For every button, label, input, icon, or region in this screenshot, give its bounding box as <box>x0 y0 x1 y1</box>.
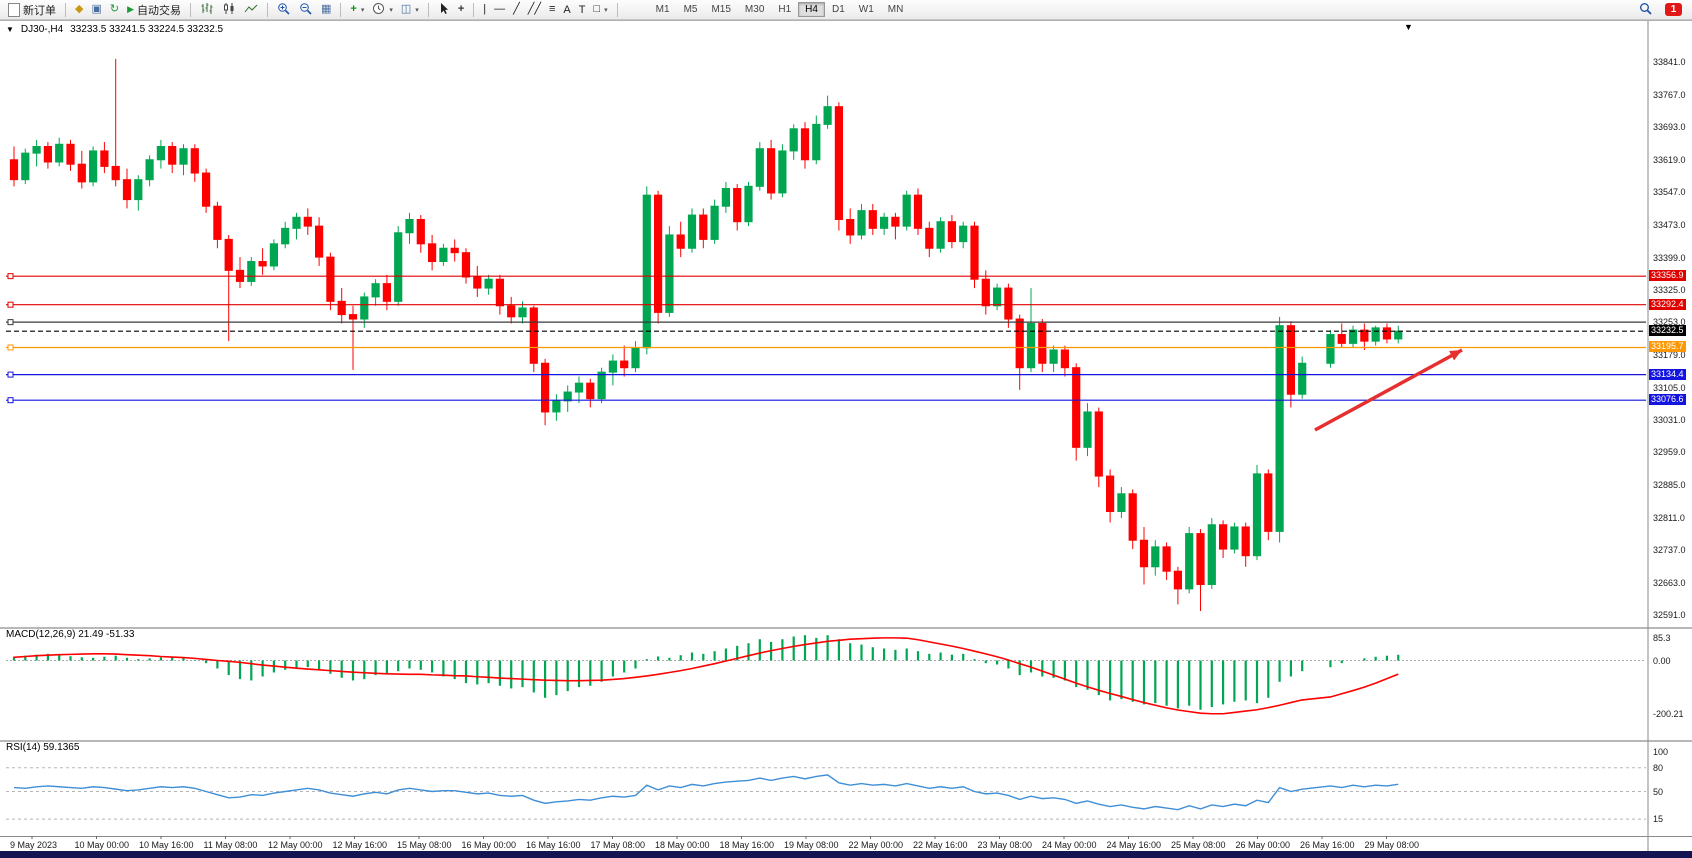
timeframe-button-m5[interactable]: M5 <box>677 2 705 17</box>
auto-trading-button[interactable]: ▶ 自动交易 <box>123 1 185 19</box>
channel-icon: ╱╱ <box>527 3 541 15</box>
new-chart-button[interactable]: ▣ <box>87 1 105 19</box>
timeframe-button-w1[interactable]: W1 <box>852 2 881 17</box>
symbol-period-label: DJ30-,H4 <box>20 24 64 35</box>
horizontal-line-icon: — <box>494 3 506 15</box>
shapes-button[interactable]: □ ▾ <box>589 1 611 19</box>
main-chart-area[interactable] <box>0 21 1648 627</box>
chevron-down-icon: ▾ <box>389 6 393 14</box>
ohlc-values: 33233.5 33241.5 33224.5 33232.5 <box>70 24 224 35</box>
periods-button[interactable]: ▾ <box>368 1 397 19</box>
search-button[interactable] <box>1635 1 1657 19</box>
toolbar-separator <box>65 2 66 17</box>
timeframe-button-h1[interactable]: H1 <box>771 2 798 17</box>
new-order-button[interactable]: 新订单 <box>4 1 60 19</box>
timeframe-button-m30[interactable]: M30 <box>738 2 771 17</box>
bar-chart-button[interactable] <box>196 1 218 19</box>
market-watch-button[interactable]: ◆ <box>71 1 87 19</box>
timeframe-button-m1[interactable]: M1 <box>649 2 677 17</box>
trendline-icon: ╱ <box>513 3 520 15</box>
horizontal-line-button[interactable]: — <box>490 1 509 19</box>
crosshair-button[interactable]: + <box>454 1 468 19</box>
equidistant-channel-button[interactable]: ╱╱ <box>524 1 545 19</box>
indicators-button[interactable]: + ▾ <box>346 1 368 19</box>
toolbar-separator <box>340 2 342 17</box>
new-order-label: 新订单 <box>23 4 56 17</box>
vertical-line-button[interactable]: | <box>479 1 490 19</box>
toolbar-separator <box>427 2 429 17</box>
scroll-to-end-marker[interactable]: ▼ <box>1404 22 1413 32</box>
candlestick-chart-button[interactable] <box>218 1 240 19</box>
line-chart-icon <box>244 2 258 18</box>
candlestick-chart-icon <box>222 2 236 18</box>
text-tool-label: A <box>563 3 571 16</box>
cursor-icon <box>438 2 450 18</box>
refresh-icon: ↻ <box>109 3 120 15</box>
zoom-out-button[interactable] <box>295 1 317 19</box>
tile-windows-button[interactable]: ▦ <box>317 1 335 19</box>
fibonacci-button[interactable]: ≡ <box>545 1 559 19</box>
zoom-in-icon <box>277 2 291 18</box>
tile-windows-icon: ▦ <box>321 3 332 15</box>
new-order-icon <box>8 2 20 17</box>
chevron-down-icon: ▾ <box>415 6 419 14</box>
rsi-panel[interactable] <box>0 742 1648 836</box>
zoom-out-icon <box>299 2 313 18</box>
price-axis[interactable] <box>1648 21 1692 851</box>
shapes-icon: □ <box>593 3 601 15</box>
play-icon: ▶ <box>127 4 135 14</box>
timeframe-button-m15[interactable]: M15 <box>704 2 737 17</box>
line-chart-button[interactable] <box>240 1 262 19</box>
chevron-down-icon: ▾ <box>604 6 608 14</box>
text-label-button[interactable]: T <box>575 1 590 19</box>
notification-badge[interactable]: 1 <box>1665 3 1682 16</box>
templates-icon: ◫ <box>400 3 412 15</box>
timeframe-button-mn[interactable]: MN <box>881 2 911 17</box>
symbol-dropdown-icon[interactable]: ▼ <box>6 25 14 34</box>
search-icon <box>1639 2 1653 18</box>
timeframe-button-d1[interactable]: D1 <box>825 2 852 17</box>
main-toolbar: 新订单 ◆ ▣ ↻ ▶ 自动交易 ▦ + ▾ ▾ ◫ ▾ <box>0 0 1692 20</box>
label-tool-label: T <box>578 3 586 16</box>
rsi-label: RSI(14) 59.1365 <box>6 742 80 753</box>
macd-panel[interactable] <box>0 629 1648 740</box>
vertical-line-icon: | <box>483 3 487 15</box>
macd-label: MACD(12,26,9) 21.49 -51.33 <box>6 629 135 640</box>
chevron-down-icon: ▾ <box>360 6 365 14</box>
chart-windows-icon: ▣ <box>91 3 102 15</box>
refresh-button[interactable]: ↻ <box>106 1 123 19</box>
zoom-in-button[interactable] <box>273 1 295 19</box>
text-tool-button[interactable]: A <box>559 1 574 19</box>
crosshair-icon: + <box>457 3 465 15</box>
cursor-button[interactable] <box>434 1 454 19</box>
toolbar-separator <box>267 2 269 17</box>
toolbar-right-group: 1 <box>1635 1 1682 19</box>
toolbar-separator <box>473 2 475 17</box>
timeframe-button-h4[interactable]: H4 <box>798 2 825 17</box>
toolbar-separator <box>616 2 618 17</box>
bar-chart-icon <box>200 2 214 18</box>
templates-button[interactable]: ◫ ▾ <box>397 1 423 19</box>
compass-icon: ◆ <box>75 3 84 15</box>
toolbar-separator <box>190 2 192 17</box>
trendline-button[interactable]: ╱ <box>509 1 524 19</box>
symbol-ohlc-bar: ▼ DJ30-,H4 33233.5 33241.5 33224.5 33232… <box>6 24 223 35</box>
auto-trading-label: 自动交易 <box>137 4 182 17</box>
clock-icon <box>372 2 385 18</box>
fibonacci-icon: ≡ <box>548 3 556 15</box>
time-axis[interactable] <box>0 837 1648 851</box>
timeframe-toolbar: M1 M5 M15 M30 H1 H4 D1 W1 MN <box>649 2 911 17</box>
indicator-plus-icon: + <box>350 3 357 15</box>
